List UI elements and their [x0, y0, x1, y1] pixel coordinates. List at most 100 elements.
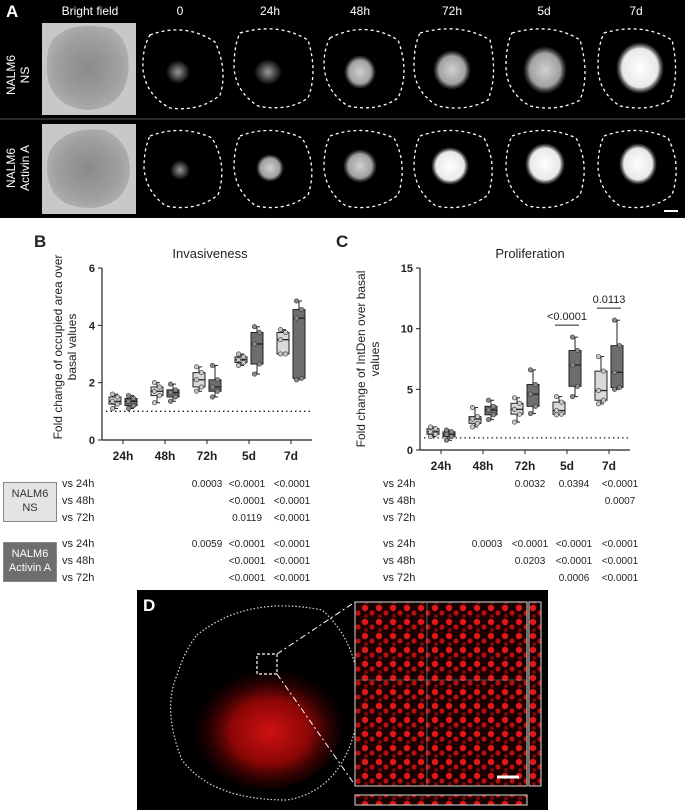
data-point — [558, 399, 564, 405]
data-point — [532, 403, 538, 409]
y-tick-label: 4 — [89, 320, 96, 332]
col-head-5d: 5d — [537, 4, 551, 18]
data-point — [277, 351, 283, 357]
y-tick-label: 10 — [401, 324, 413, 336]
yz-orthogonal-view — [528, 601, 542, 787]
p-value-b: 0.0003 — [191, 479, 223, 490]
p-value-b: <0.0001 — [228, 539, 266, 550]
data-point — [469, 416, 475, 422]
data-point — [611, 386, 617, 392]
comparison-label-b: vs 24h — [62, 538, 95, 550]
p-value-b: <0.0001 — [273, 539, 311, 550]
col-head-48h: 48h — [349, 4, 371, 18]
p-value-c: <0.0001 — [555, 539, 593, 550]
data-point — [194, 388, 200, 394]
data-point — [131, 395, 137, 401]
comparison-label-c: vs 72h — [383, 572, 416, 584]
y-tick-label: 0 — [407, 445, 413, 457]
data-point — [115, 394, 121, 400]
data-point — [252, 341, 258, 347]
p-value-b: <0.0001 — [228, 496, 266, 507]
box — [610, 345, 624, 389]
comparison-label-c: vs 24h — [383, 478, 416, 490]
spot-ns-72h — [433, 50, 471, 90]
p-value-c: 0.0394 — [558, 479, 590, 490]
data-point — [126, 393, 132, 399]
p-value-b: <0.0001 — [273, 556, 311, 567]
data-point — [110, 398, 116, 404]
col-head-72h: 72h — [441, 4, 463, 18]
red-nuclei-cloud — [182, 660, 342, 790]
comparison-label-c: vs 72h — [383, 512, 416, 524]
panel-c-letter: C — [336, 232, 349, 251]
chart-b-title: Invasiveness — [172, 246, 248, 261]
data-point — [432, 426, 438, 432]
data-point — [427, 424, 433, 430]
data-point — [194, 364, 200, 370]
stats-table: NALM6 NS vs 24h vs 24h 0.0003 <0.0001 <0.0001 0… — [0, 478, 685, 588]
spot-ns-24h — [254, 59, 282, 85]
p-value-b: <0.0001 — [273, 513, 311, 524]
col-head-7d: 7d — [629, 4, 643, 18]
data-point — [210, 384, 216, 390]
group-label-box: NALM6 NS — [3, 482, 57, 522]
p-value-b: <0.0001 — [228, 573, 266, 584]
panel-a-letter: A — [6, 2, 19, 21]
data-point — [298, 375, 304, 381]
p-value-c: <0.0001 — [555, 556, 593, 567]
data-point — [126, 405, 132, 411]
comparison-label-b: vs 72h — [62, 572, 95, 584]
panel-d-confocal: D — [137, 590, 548, 810]
p-value-b: <0.0001 — [273, 573, 311, 584]
data-point — [553, 412, 559, 418]
comparison-label-c: vs 48h — [383, 555, 416, 567]
data-point — [611, 369, 617, 375]
p-value-c: 0.0006 — [558, 573, 590, 584]
x-tick-label: 72h — [197, 449, 218, 463]
fluor-ns-row — [142, 28, 677, 110]
data-point — [110, 405, 116, 411]
confocal-images — [170, 601, 542, 806]
p-value-c: <0.0001 — [511, 539, 549, 550]
group-label-line2: NS — [22, 502, 38, 514]
data-point — [485, 417, 491, 423]
comparison-label-b: vs 72h — [62, 512, 95, 524]
data-point — [443, 437, 449, 443]
data-point — [277, 327, 283, 333]
p-value-c: 0.0007 — [604, 496, 636, 507]
data-point — [256, 329, 262, 335]
zoom-roi-box — [256, 653, 278, 675]
p-value-c: 0.0003 — [471, 539, 503, 550]
spheroid-outline — [170, 605, 360, 801]
data-point — [527, 367, 533, 373]
data-point — [252, 324, 258, 330]
panel-a-microscopy: A Bright field 0 24h 48h 72h 5d 7d NALM6… — [0, 0, 685, 218]
data-point — [511, 419, 517, 425]
data-point — [236, 362, 242, 368]
data-point — [293, 315, 299, 321]
brightfield-ns-image — [42, 23, 136, 115]
data-point — [569, 394, 575, 400]
data-point — [131, 403, 137, 409]
data-point — [443, 431, 449, 437]
data-point — [427, 434, 433, 440]
group-label-line1: NALM6 — [11, 548, 49, 560]
spot-ns-48h — [344, 55, 376, 89]
data-point — [168, 381, 174, 387]
p-value-b: <0.0001 — [273, 496, 311, 507]
y-tick-label: 15 — [401, 263, 413, 275]
spot-ns-0 — [166, 60, 190, 84]
p-value-c: <0.0001 — [601, 539, 639, 550]
data-point — [282, 329, 288, 335]
spot-ns-5d — [523, 46, 567, 94]
data-point — [126, 398, 132, 404]
data-point — [236, 357, 242, 363]
x-tick-label: 48h — [155, 449, 176, 463]
col-head-0: 0 — [176, 4, 184, 18]
data-point — [600, 368, 606, 374]
data-point — [199, 370, 205, 376]
x-tick-label: 5d — [242, 449, 256, 463]
group-label-line1: NALM6 — [11, 488, 49, 500]
comparison-label-b: vs 24h — [62, 478, 95, 490]
data-point — [574, 348, 580, 354]
